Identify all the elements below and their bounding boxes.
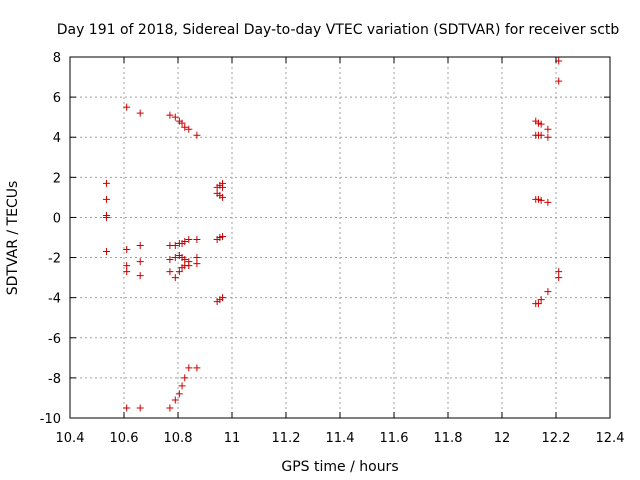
data-point bbox=[166, 111, 174, 119]
data-point bbox=[185, 236, 193, 244]
data-point bbox=[219, 232, 227, 240]
data-point bbox=[185, 262, 193, 270]
data-point bbox=[193, 254, 201, 262]
data-point bbox=[555, 77, 563, 85]
data-point bbox=[193, 131, 201, 139]
data-point bbox=[171, 113, 179, 121]
data-point bbox=[185, 364, 193, 372]
data-point bbox=[181, 123, 189, 131]
y-tick-label: -8 bbox=[48, 372, 61, 387]
y-tick-label: 4 bbox=[53, 131, 61, 146]
y-tick-label: -4 bbox=[48, 292, 61, 307]
data-point bbox=[219, 294, 227, 302]
data-point bbox=[123, 268, 131, 276]
data-point bbox=[171, 242, 179, 250]
data-point bbox=[136, 109, 144, 117]
data-point bbox=[123, 262, 131, 270]
data-point bbox=[185, 125, 193, 133]
data-point bbox=[171, 396, 179, 404]
data-point bbox=[193, 364, 201, 372]
grid-lines bbox=[70, 57, 610, 418]
data-point bbox=[175, 390, 183, 398]
data-point bbox=[181, 238, 189, 246]
data-point bbox=[102, 213, 110, 221]
y-tick-label: 6 bbox=[53, 91, 61, 106]
chart-title: Day 191 of 2018, Sidereal Day-to-day VTE… bbox=[57, 22, 620, 38]
data-point bbox=[537, 196, 545, 204]
x-tick-label: 12.4 bbox=[596, 431, 625, 446]
y-tick-label: 8 bbox=[53, 51, 61, 66]
y-tick-label: -2 bbox=[48, 252, 61, 267]
data-point bbox=[555, 274, 563, 282]
y-tick-label: 0 bbox=[53, 211, 61, 226]
data-point bbox=[166, 256, 174, 264]
data-point bbox=[136, 258, 144, 266]
data-point bbox=[181, 256, 189, 264]
axis-ticks: 10.4 10.6 10.8 11 11.2 11.4 11.6 11.8 12 12.2 12.4… bbox=[40, 51, 625, 446]
data-point bbox=[171, 274, 179, 282]
x-tick-label: 10.6 bbox=[110, 431, 139, 446]
data-point bbox=[102, 248, 110, 256]
data-point bbox=[136, 272, 144, 280]
data-point bbox=[123, 404, 131, 412]
y-axis-label: SDTVAR / TECUs bbox=[5, 181, 21, 296]
y-tick-label: -10 bbox=[40, 412, 61, 427]
y-tick-label: 2 bbox=[53, 171, 61, 186]
data-point bbox=[136, 242, 144, 250]
data-point bbox=[102, 195, 110, 203]
data-point bbox=[537, 296, 545, 304]
x-tick-label: 11.4 bbox=[326, 431, 355, 446]
x-axis-label: GPS time / hours bbox=[281, 459, 398, 475]
x-tick-label: 12 bbox=[494, 431, 511, 446]
data-point bbox=[102, 179, 110, 187]
data-point bbox=[537, 120, 545, 128]
data-point bbox=[178, 382, 186, 390]
data-point bbox=[166, 268, 174, 276]
data-point bbox=[555, 268, 563, 276]
x-tick-label: 11.2 bbox=[272, 431, 301, 446]
x-tick-label: 10.4 bbox=[56, 431, 85, 446]
data-point bbox=[544, 288, 552, 296]
data-point bbox=[181, 374, 189, 382]
x-tick-label: 11 bbox=[224, 431, 241, 446]
x-tick-label: 11.6 bbox=[380, 431, 409, 446]
data-point bbox=[171, 254, 179, 262]
data-point bbox=[193, 236, 201, 244]
data-point bbox=[178, 119, 186, 127]
data-point bbox=[123, 246, 131, 254]
data-point bbox=[544, 133, 552, 141]
x-tick-label: 11.8 bbox=[434, 431, 463, 446]
data-point bbox=[544, 125, 552, 133]
data-point bbox=[534, 300, 542, 308]
data-point bbox=[166, 404, 174, 412]
data-point bbox=[193, 260, 201, 268]
data-point bbox=[544, 198, 552, 206]
x-tick-label: 12.2 bbox=[542, 431, 571, 446]
data-point bbox=[136, 404, 144, 412]
data-point bbox=[219, 183, 227, 191]
data-point bbox=[537, 131, 545, 139]
data-point bbox=[219, 193, 227, 201]
x-tick-label: 10.8 bbox=[164, 431, 193, 446]
data-point bbox=[175, 268, 183, 276]
data-point bbox=[123, 103, 131, 111]
y-tick-label: -6 bbox=[48, 332, 61, 347]
data-points bbox=[102, 57, 563, 412]
